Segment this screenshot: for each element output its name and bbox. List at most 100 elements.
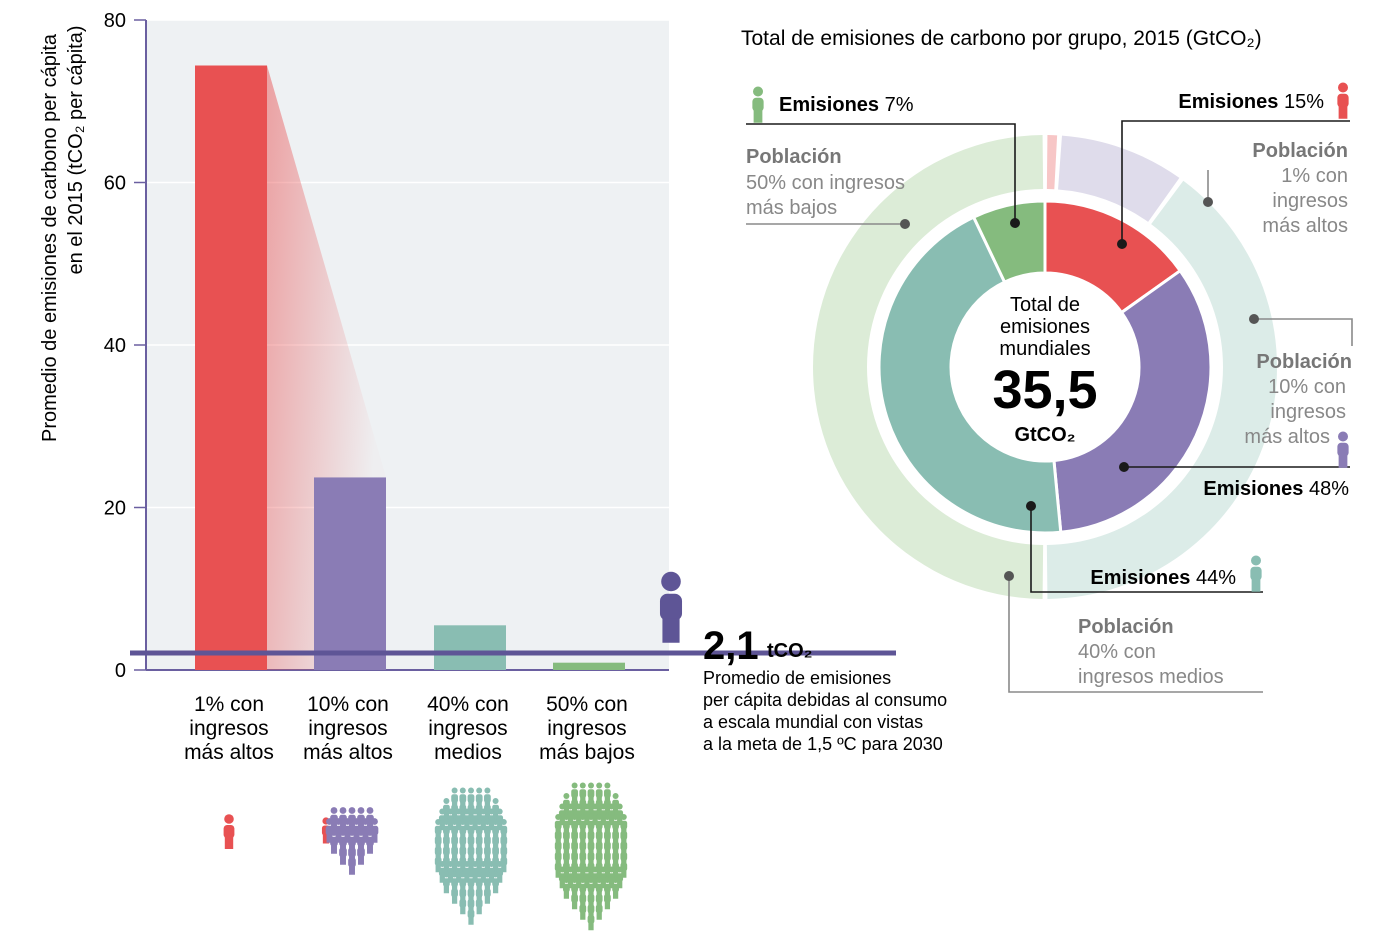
bar-1 bbox=[195, 65, 267, 670]
person-icon bbox=[587, 908, 595, 931]
center-label-3: mundiales bbox=[999, 338, 1090, 360]
reference-desc-2: per cápita debidas al consumo bbox=[703, 690, 947, 710]
bar-2 bbox=[314, 477, 386, 670]
center-label-1: Total de bbox=[1010, 294, 1080, 316]
category-label-4: más bajos bbox=[539, 741, 635, 764]
leader-top1-emis bbox=[1121, 120, 1350, 244]
bar-3 bbox=[434, 625, 506, 670]
person-icon bbox=[330, 829, 338, 854]
pop-label-top10-3: más altos bbox=[1244, 426, 1330, 448]
person-icon bbox=[563, 877, 570, 899]
person-icon bbox=[484, 882, 491, 904]
person-icon bbox=[612, 877, 619, 899]
category-label-2: más altos bbox=[303, 741, 393, 764]
population-dots bbox=[900, 197, 1259, 581]
pop-slice-middle40 bbox=[1046, 180, 1277, 599]
bars bbox=[195, 65, 625, 670]
emis-slice-middle40 bbox=[877, 215, 1063, 535]
leader-middle40-emis bbox=[1030, 506, 1263, 593]
person-icon bbox=[604, 887, 611, 910]
pop-label-bottom50-1: 50% con ingresos bbox=[746, 172, 905, 194]
pop-label-top1-2: ingresos bbox=[1272, 190, 1348, 212]
reference-desc-1: Promedio de emisiones bbox=[703, 668, 891, 688]
reference-unit: tCO₂ bbox=[767, 640, 813, 662]
person-icon bbox=[475, 892, 483, 915]
person-icon bbox=[443, 871, 450, 894]
person-icon bbox=[492, 871, 499, 894]
person-icon bbox=[348, 850, 356, 875]
pop-title-top10: Población bbox=[1256, 351, 1352, 373]
pop-title-top1: Población bbox=[1252, 140, 1348, 162]
reference-desc-4: a la meta de 1,5 ºC para 2030 bbox=[703, 734, 943, 754]
person-icon bbox=[595, 898, 603, 920]
pop-title-middle40: Población bbox=[1078, 616, 1174, 638]
category-label-4: ingresos bbox=[547, 717, 626, 740]
person-icon bbox=[223, 814, 235, 849]
category-label-2: ingresos bbox=[308, 717, 387, 740]
leader-top10-pop bbox=[1254, 318, 1353, 346]
pop-label-middle40-1: 40% con bbox=[1078, 641, 1156, 663]
donut-chart: Total de emisiones de carbono por grupo,… bbox=[741, 27, 1353, 693]
pop-slice-top1 bbox=[1046, 135, 1058, 190]
pop-label-bottom50-2: más bajos bbox=[746, 197, 837, 219]
person-icon bbox=[571, 887, 578, 910]
category-label-1: ingresos bbox=[189, 717, 268, 740]
crowd-middle40 bbox=[434, 787, 508, 925]
person-icon-bottom50 bbox=[752, 86, 764, 123]
y-axis-label-line1: Promedio de emisiones de carbono per cáp… bbox=[39, 33, 61, 442]
emission-leaders bbox=[746, 120, 1350, 593]
leader-bottom50-emis bbox=[746, 123, 1016, 223]
y-tick-label: 20 bbox=[104, 498, 126, 520]
y-tick-label: 80 bbox=[104, 10, 126, 32]
y-tick-label: 60 bbox=[104, 173, 126, 195]
pop-label-top10-1: 10% con bbox=[1268, 376, 1346, 398]
y-axis-label-line2: en el 2015 (tCO₂ per cápita) bbox=[65, 25, 87, 274]
reference-value: 2,1 bbox=[703, 624, 759, 668]
pop-label-top1-3: más altos bbox=[1262, 215, 1348, 237]
person-icon bbox=[339, 840, 347, 865]
category-label-3: ingresos bbox=[428, 717, 507, 740]
y-ticks: 0 20 40 60 80 bbox=[104, 10, 146, 682]
person-icon-middle40 bbox=[1250, 555, 1262, 592]
crowd-bottom50 bbox=[554, 782, 628, 931]
population-ring bbox=[813, 135, 1277, 599]
emis-label-middle40: Emisiones 44% bbox=[1090, 567, 1236, 589]
donut-title: Total de emisiones de carbono por grupo,… bbox=[741, 27, 1262, 50]
person-icon-top10 bbox=[1337, 431, 1349, 468]
bar-chart: 0 20 40 60 80 Promedio de emisiones de carbo… bbox=[39, 10, 947, 931]
bar-4 bbox=[553, 662, 625, 670]
emission-dots bbox=[1010, 218, 1129, 511]
emis-label-top10: Emisiones 48% bbox=[1203, 478, 1349, 500]
pop-slice-bottom50 bbox=[813, 135, 1044, 599]
person-icon-top1 bbox=[1337, 82, 1349, 119]
person-icon bbox=[366, 829, 374, 854]
center-unit: GtCO₂ bbox=[1014, 424, 1075, 446]
person-icon bbox=[357, 840, 365, 865]
y-tick-label: 0 bbox=[115, 660, 126, 682]
crowd-top1 bbox=[223, 814, 235, 849]
leader-middle40-pop bbox=[1008, 576, 1263, 693]
person-icon bbox=[467, 903, 475, 925]
pop-label-top10-2: ingresos bbox=[1270, 401, 1346, 423]
person-icon bbox=[659, 571, 683, 643]
category-label-3: 40% con bbox=[427, 693, 509, 716]
center-value: 35,5 bbox=[992, 360, 1097, 420]
category-label-2: 10% con bbox=[307, 693, 389, 716]
population-leaders bbox=[746, 170, 1353, 693]
pop-title-bottom50: Población bbox=[746, 146, 842, 168]
category-label-3: medios bbox=[434, 741, 502, 764]
category-label-4: 50% con bbox=[546, 693, 628, 716]
person-icon bbox=[451, 882, 458, 904]
reference-desc-3: a escala mundial con vistas bbox=[703, 712, 923, 732]
emis-label-bottom50: Emisiones 7% bbox=[779, 94, 914, 116]
category-label-1: más altos bbox=[184, 741, 274, 764]
emis-label-top1: Emisiones 15% bbox=[1178, 91, 1324, 113]
y-tick-label: 40 bbox=[104, 335, 126, 357]
pop-label-top1-1: 1% con bbox=[1281, 165, 1348, 187]
person-icon bbox=[579, 898, 587, 920]
emis-slice-bottom50 bbox=[971, 199, 1047, 285]
crowd-top10 bbox=[321, 807, 379, 875]
pop-label-middle40-2: ingresos medios bbox=[1078, 666, 1224, 688]
